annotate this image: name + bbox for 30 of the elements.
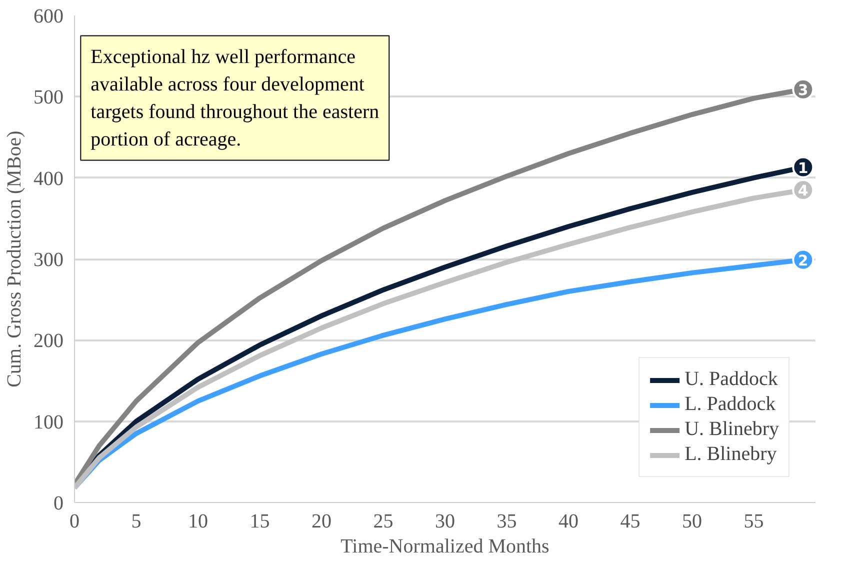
annotation: 4 xyxy=(798,182,808,200)
annotation: 2 xyxy=(798,252,808,270)
legend-label: L. Blinebry xyxy=(684,443,777,466)
x-tick-label: 10 xyxy=(188,510,208,532)
y-tick-label: 0 xyxy=(54,492,64,514)
y-tick-label: 400 xyxy=(34,168,64,190)
y-tick-label: 600 xyxy=(34,6,64,28)
x-tick-label: 35 xyxy=(496,510,517,532)
y-axis-title: Cum. Gross Production (MBoe) xyxy=(4,130,26,388)
x-axis-title: Time-Normalized Months xyxy=(340,536,550,558)
annotation: 1 xyxy=(798,160,808,177)
x-tick-label: 5 xyxy=(131,510,142,532)
x-tick-label: 40 xyxy=(558,510,578,532)
x-tick-label: 25 xyxy=(373,510,394,532)
annotation: Exceptional hz well performance available across four development targets found throughout the eastern portion of acreage. xyxy=(90,46,380,150)
y-tick-label: 100 xyxy=(34,411,64,434)
y-tick-label: 200 xyxy=(34,330,64,352)
x-tick-label: 55 xyxy=(744,510,764,532)
x-tick-label: 45 xyxy=(620,510,640,532)
y-tick-label: 300 xyxy=(34,249,64,271)
legend-label: U. Blinebry xyxy=(684,418,779,441)
legend-label: L. Paddock xyxy=(684,393,776,416)
x-tick-label: 0 xyxy=(70,510,80,532)
y-tick-label: 500 xyxy=(34,86,64,109)
x-tick-label: 15 xyxy=(250,510,270,532)
annotation: 3 xyxy=(798,82,808,99)
legend-label: U. Paddock xyxy=(684,368,778,391)
x-tick-label: 30 xyxy=(435,510,455,532)
x-tick-label: 20 xyxy=(312,510,332,532)
x-tick-label: 50 xyxy=(682,510,702,532)
